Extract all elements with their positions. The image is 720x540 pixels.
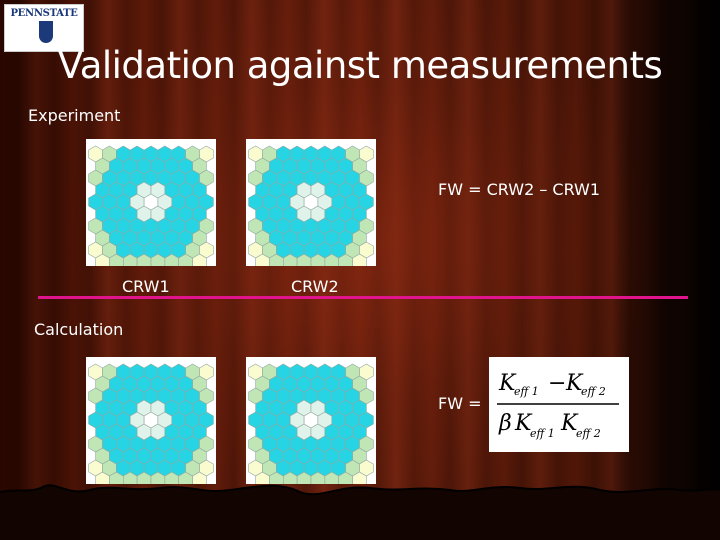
fuel-assembly-hex	[199, 241, 214, 259]
fuel-assembly-hex	[359, 435, 374, 453]
fw-calculation-label: FW =	[438, 394, 482, 413]
pennstate-logo: PENNSTATE	[4, 4, 84, 52]
fuel-assembly-hex	[199, 435, 214, 453]
fuel-assembly-hex	[359, 459, 374, 477]
logo-text: PENNSTATE	[10, 8, 78, 19]
fw-formula: K eff 1 − K eff 2 β K eff 1 K eff 2	[489, 357, 629, 452]
section-divider	[38, 296, 688, 299]
crw1-label: CRW1	[122, 277, 170, 296]
fuel-assembly-hex	[199, 217, 214, 235]
formula-num-k2-sub: eff 2	[581, 385, 606, 398]
formula-den-k1: K	[514, 411, 533, 436]
fuel-assembly-hex	[199, 459, 214, 477]
stage-floor	[0, 484, 720, 540]
shield-icon	[39, 21, 53, 43]
formula-num-k1: K	[498, 371, 517, 396]
fuel-assembly-hex	[359, 217, 374, 235]
fuel-assembly-hex	[359, 145, 374, 163]
formula-den-k1-sub: eff 1	[530, 427, 555, 440]
fuel-assembly-hex	[199, 387, 214, 405]
formula-num-k1-sub: eff 1	[514, 385, 539, 398]
fuel-assembly-hex	[199, 363, 214, 381]
formula-den-beta: β	[498, 411, 512, 436]
formula-den-k2-sub: eff 2	[576, 427, 601, 440]
crw2-label: CRW2	[291, 277, 339, 296]
fuel-assembly-hex	[199, 411, 214, 429]
fuel-assembly-hex	[359, 169, 374, 187]
fuel-assembly-hex	[359, 387, 374, 405]
experiment-heading: Experiment	[28, 106, 121, 125]
fuel-assembly-hex	[199, 193, 214, 211]
fuel-assembly-hex	[199, 169, 214, 187]
fuel-assembly-hex	[359, 241, 374, 259]
fuel-assembly-hex	[199, 145, 214, 163]
core-map-crw2	[246, 139, 376, 271]
core-map-crw1	[86, 139, 216, 271]
formula-den-k2: K	[560, 411, 579, 436]
calculation-heading: Calculation	[34, 320, 124, 339]
core-map-keff2	[246, 357, 376, 489]
fuel-assembly-hex	[359, 363, 374, 381]
fuel-assembly-hex	[359, 411, 374, 429]
fw-experiment-label: FW = CRW2 – CRW1	[438, 180, 601, 199]
fuel-assembly-hex	[359, 193, 374, 211]
slide-title: Validation against measurements	[57, 44, 663, 87]
formula-num-k2: K	[565, 371, 584, 396]
formula-num-minus: −	[548, 371, 566, 396]
core-map-keff1	[86, 357, 216, 489]
